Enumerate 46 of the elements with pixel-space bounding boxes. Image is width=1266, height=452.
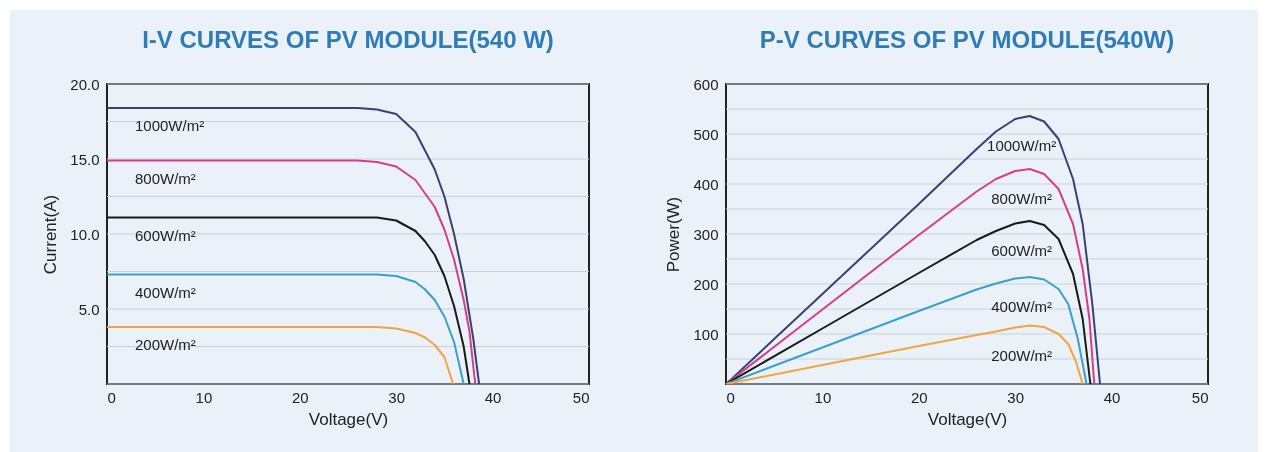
x-tick-label: 30 <box>1007 388 1025 406</box>
x-axis-title: Voltage(V) <box>927 409 1008 429</box>
series-label: 1000W/m² <box>135 117 205 134</box>
y-tick-label: 10.0 <box>70 225 100 243</box>
chart-title: I-V CURVES OF PV MODULE(540 W) <box>142 26 554 53</box>
y-tick-label: 15.0 <box>70 150 100 168</box>
x-tick-label: 40 <box>484 388 502 406</box>
series-label: 800W/m² <box>991 190 1053 207</box>
x-tick-label: 0 <box>726 388 735 406</box>
y-tick-label: 20.0 <box>70 75 100 93</box>
y-tick-label: 200 <box>693 275 719 293</box>
x-axis-title: Voltage(V) <box>308 409 389 429</box>
line-series <box>726 168 1096 384</box>
series-label: 400W/m² <box>135 283 196 301</box>
line-series <box>726 276 1088 384</box>
line-series <box>107 107 481 384</box>
line-series <box>107 273 465 384</box>
x-tick-label: 10 <box>814 388 832 406</box>
series-label: 200W/m² <box>991 346 1053 364</box>
y-axis-title: Current(A) <box>41 194 61 275</box>
y-tick-label: 100 <box>693 325 719 343</box>
line-series <box>107 326 455 384</box>
line-series <box>726 324 1084 384</box>
y-axis-title: Power(W) <box>664 196 684 273</box>
y-tick-label: 400 <box>693 175 719 193</box>
line-series <box>726 115 1102 384</box>
series-label: 600W/m² <box>991 242 1053 259</box>
x-tick-label: 50 <box>572 388 590 406</box>
x-tick-label: 10 <box>195 388 213 406</box>
y-tick-label: 5.0 <box>78 300 100 318</box>
line-series <box>107 159 477 384</box>
x-tick-label: 20 <box>910 388 928 406</box>
series-label: 600W/m² <box>135 226 196 244</box>
y-tick-label: 600 <box>693 75 719 93</box>
series-label: 800W/m² <box>135 169 196 187</box>
series-label: 1000W/m² <box>987 137 1057 154</box>
x-tick-label: 0 <box>107 388 116 406</box>
chart-title: P-V CURVES OF PV MODULE(540W) <box>759 26 1175 53</box>
x-tick-label: 20 <box>291 388 309 406</box>
y-tick-label: 500 <box>693 125 719 143</box>
x-tick-label: 40 <box>1103 388 1121 406</box>
x-tick-label: 50 <box>1191 388 1209 406</box>
series-label: 400W/m² <box>991 298 1053 315</box>
series-label: 200W/m² <box>135 336 196 353</box>
x-tick-label: 30 <box>388 388 406 406</box>
y-tick-label: 300 <box>693 225 719 243</box>
